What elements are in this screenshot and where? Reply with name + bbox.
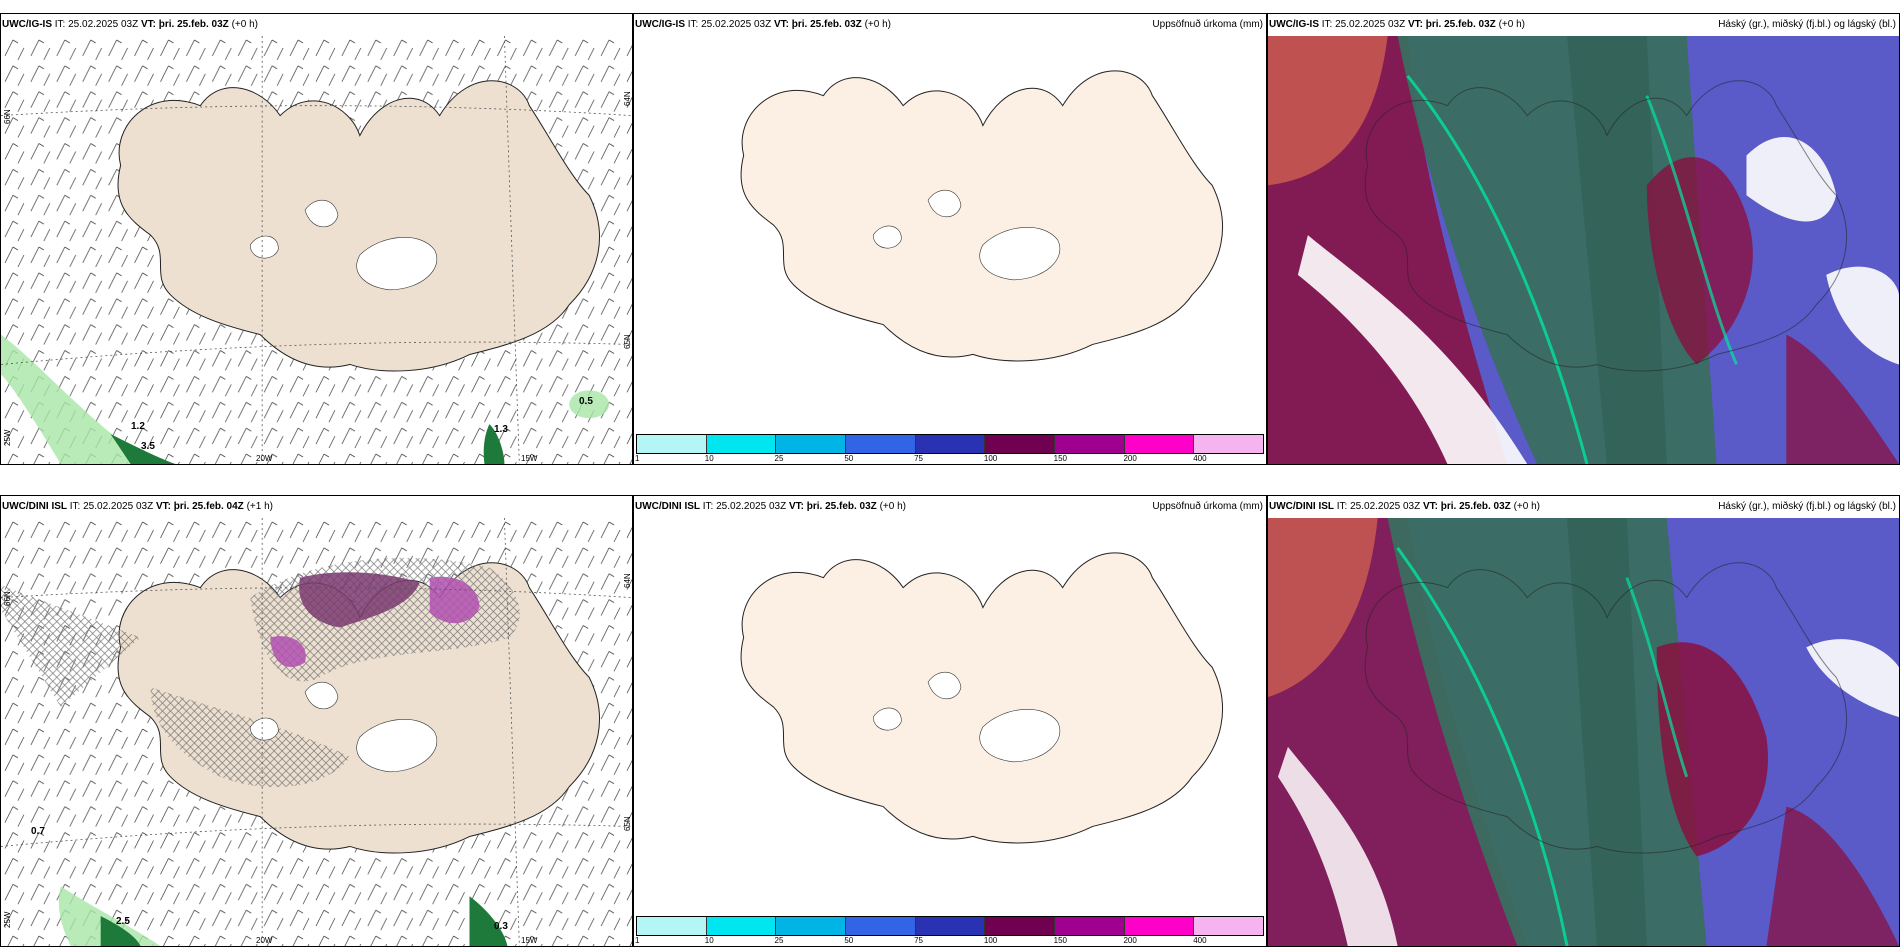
lat-label-64n: 64N — [623, 91, 632, 106]
map-area — [1268, 518, 1899, 946]
colorbar-segment — [637, 917, 707, 935]
lon-label-20w: 20W — [256, 454, 273, 463]
precip-map — [740, 552, 1224, 844]
colorbar-tick-label: 10 — [704, 936, 714, 945]
lon-label-15w: 15W — [521, 454, 538, 463]
colorbar-tick-label: 150 — [1053, 936, 1068, 945]
map-area — [634, 36, 1266, 434]
lat-label-65n: 65N — [623, 334, 632, 349]
colorbar-segment — [846, 917, 916, 935]
colorbar-ticks: 1 10 25 50 75 100 150 200 400 — [635, 454, 1264, 464]
panel-bottom-middle-accum-precip: UWC/DINI ISL IT: 25.02.2025 03Z VT: þri.… — [633, 495, 1267, 947]
panel-title: Háský (gr.), miðský (fj.bl.) og lágský (… — [1718, 501, 1896, 512]
panel-bottom-left-wind-precip: UWC/DINI ISL IT: 25.02.2025 03Z VT: þri.… — [0, 495, 633, 947]
map-area — [634, 518, 1266, 916]
precip-value: 0.3 — [494, 921, 508, 932]
colorbar-tick-label: 25 — [774, 936, 784, 945]
lat-label-65n: 65N — [623, 816, 632, 831]
colorbar-tick-label: 1 — [635, 454, 640, 463]
lon-label-20w: 20W — [256, 936, 273, 945]
colorbar-segment — [1055, 917, 1125, 935]
colorbar-segment — [1194, 435, 1264, 453]
colorbar-segment — [1194, 917, 1264, 935]
lat-label-66n: 66N — [3, 591, 12, 606]
precip-value: 0.7 — [31, 826, 45, 837]
colorbar-tick-label: 75 — [914, 936, 924, 945]
map-area — [1268, 36, 1899, 464]
map-area — [1, 36, 632, 464]
panel-top-middle-accum-precip: UWC/IG-IS IT: 25.02.2025 03Z VT: þri. 25… — [633, 13, 1267, 465]
lon-label-25w: 25W — [3, 429, 12, 446]
panel-header: UWC/IG-IS IT: 25.02.2025 03Z VT: þri. 25… — [2, 19, 258, 30]
colorbar-segment — [915, 917, 986, 935]
colorbar-segment — [1124, 917, 1195, 935]
cloud-map — [1268, 518, 1899, 946]
colorbar-tick-label: 75 — [914, 454, 924, 463]
precip-value: 3.5 — [141, 441, 155, 452]
colorbar-tick-label: 1 — [635, 936, 640, 945]
panel-header: UWC/IG-IS IT: 25.02.2025 03Z VT: þri. 25… — [1268, 14, 1899, 36]
lon-label-25w: 25W — [3, 911, 12, 928]
colorbar-segment — [1055, 435, 1125, 453]
panel-bottom-right-clouds: UWC/DINI ISL IT: 25.02.2025 03Z VT: þri.… — [1267, 495, 1900, 947]
colorbar-tick-label: 100 — [983, 454, 998, 463]
panel-header: UWC/DINI ISL IT: 25.02.2025 03Z VT: þri.… — [1268, 496, 1899, 518]
colorbar-tick-label: 400 — [1193, 936, 1207, 945]
precip-value: 1.2 — [131, 421, 145, 432]
wind-barb-map — [1, 518, 632, 946]
colorbar-segment — [637, 435, 707, 453]
colorbar-tick-label: 200 — [1123, 936, 1137, 945]
panel-title: Háský (gr.), miðský (fj.bl.) og lágský (… — [1718, 19, 1896, 30]
colorbar-tick-label: 150 — [1053, 454, 1068, 463]
lat-label-64n: 64N — [623, 573, 632, 588]
colorbar-tick-label: 10 — [704, 454, 714, 463]
lat-label-66n: 66N — [3, 109, 12, 124]
colorbar-segment — [985, 435, 1056, 453]
colorbar-tick-label: 25 — [774, 454, 784, 463]
colorbar — [636, 916, 1264, 936]
colorbar-segment — [846, 435, 916, 453]
colorbar-tick-label: 100 — [983, 936, 998, 945]
panel-top-right-clouds: UWC/IG-IS IT: 25.02.2025 03Z VT: þri. 25… — [1267, 13, 1900, 465]
colorbar-segment — [1124, 435, 1195, 453]
panel-top-left-wind-precip: UWC/IG-IS IT: 25.02.2025 03Z VT: þri. 25… — [0, 13, 633, 465]
colorbar-segment — [776, 917, 847, 935]
precip-value: 2.5 — [116, 916, 130, 927]
wind-barb-map — [1, 36, 632, 464]
colorbar-tick-label: 200 — [1123, 454, 1137, 463]
precip-map — [740, 70, 1224, 362]
colorbar-segment — [985, 917, 1056, 935]
colorbar-segment — [706, 917, 777, 935]
panel-header: UWC/DINI ISL IT: 25.02.2025 03Z VT: þri.… — [634, 496, 1266, 518]
colorbar-segment — [915, 435, 986, 453]
map-area — [1, 518, 632, 946]
precip-value: 1.3 — [494, 424, 508, 435]
colorbar-segment — [776, 435, 847, 453]
panel-header: UWC/IG-IS IT: 25.02.2025 03Z VT: þri. 25… — [634, 14, 1266, 36]
colorbar — [636, 434, 1264, 454]
colorbar-tick-label: 50 — [844, 454, 854, 463]
colorbar-segment — [706, 435, 777, 453]
precip-value: 0.5 — [579, 396, 593, 407]
colorbar-ticks: 1 10 25 50 75 100 150 200 400 — [635, 936, 1264, 946]
colorbar-tick-label: 400 — [1193, 454, 1207, 463]
panel-title: Uppsöfnuð úrkoma (mm) — [1152, 501, 1263, 512]
lon-label-15w: 15W — [521, 936, 538, 945]
cloud-map — [1268, 36, 1899, 464]
panel-title: Uppsöfnuð úrkoma (mm) — [1152, 19, 1263, 30]
colorbar-tick-label: 50 — [844, 936, 854, 945]
panel-header: UWC/DINI ISL IT: 25.02.2025 03Z VT: þri.… — [2, 501, 273, 512]
